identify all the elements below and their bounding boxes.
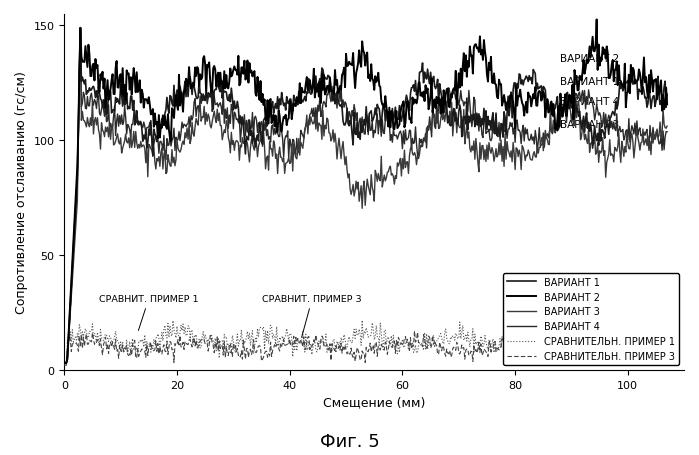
X-axis label: Смещение (мм): Смещение (мм) bbox=[323, 395, 425, 408]
Text: ВАРИАНТ 3: ВАРИАНТ 3 bbox=[560, 120, 619, 130]
Text: СРАВНИТ. ПРИМЕР 3: СРАВНИТ. ПРИМЕР 3 bbox=[262, 294, 362, 338]
Text: Фиг. 5: Фиг. 5 bbox=[319, 433, 380, 450]
Text: ВАРИАНТ 1: ВАРИАНТ 1 bbox=[560, 76, 619, 86]
Text: ВАРИАНТ 4: ВАРИАНТ 4 bbox=[560, 97, 619, 107]
Text: ВАРИАНТ 2: ВАРИАНТ 2 bbox=[560, 54, 619, 64]
Legend: ВАРИАНТ 1, ВАРИАНТ 2, ВАРИАНТ 3, ВАРИАНТ 4, СРАВНИТЕЛЬН. ПРИМЕР 1, СРАВНИТЕЛЬН. : ВАРИАНТ 1, ВАРИАНТ 2, ВАРИАНТ 3, ВАРИАНТ… bbox=[503, 273, 679, 365]
Text: СРАВНИТ. ПРИМЕР 1: СРАВНИТ. ПРИМЕР 1 bbox=[99, 294, 199, 331]
Y-axis label: Сопротивление отслаиванию (гс/см): Сопротивление отслаиванию (гс/см) bbox=[15, 71, 28, 313]
